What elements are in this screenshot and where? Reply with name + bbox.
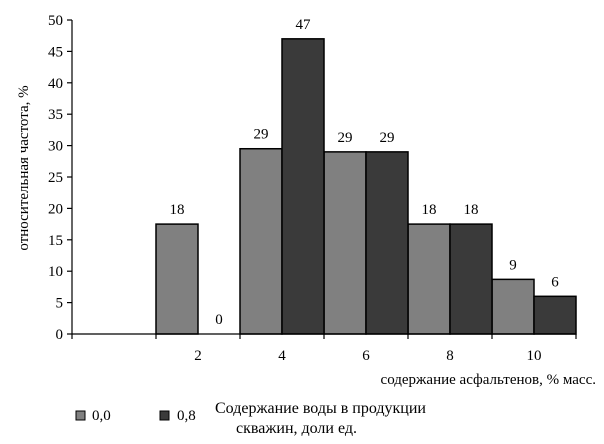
y-tick-labels: 0 5 10 15 20 25 30 35 40 45 50: [48, 13, 63, 343]
x-tick-labels: 2 4 6 8 10: [194, 348, 541, 364]
legend-swatch-series-1: [75, 410, 86, 421]
y-tick-label: 35: [48, 107, 63, 123]
axes-layer: [67, 19, 577, 339]
y-tick-label: 5: [56, 296, 64, 312]
data-label-series-1-cat-2: 29: [254, 127, 269, 143]
x-tick-label: 4: [278, 348, 286, 364]
bar-series-2-cat-4: [449, 223, 493, 335]
y-tick-label: 10: [48, 264, 63, 280]
y-tick-label: 30: [48, 139, 63, 155]
x-tick-label: 6: [362, 348, 370, 364]
x-tick-label: 2: [194, 348, 202, 364]
data-label-series-2-cat-2: 47: [296, 17, 312, 33]
data-label-series-2-cat-3: 29: [380, 130, 395, 146]
x-tick-label: 10: [527, 348, 542, 364]
data-label-series-1-cat-5: 9: [509, 257, 517, 273]
bar-series-2-cat-2: [281, 38, 325, 335]
bar-series-1-cat-1: [155, 223, 199, 335]
y-tick-label: 45: [48, 44, 63, 60]
data-label-series-1-cat-3: 29: [338, 130, 353, 146]
bars-layer: [155, 38, 577, 335]
legend-title-line-1: Содержание воды в продукции: [215, 400, 426, 417]
y-tick-label: 20: [48, 201, 63, 217]
legend-swatch-series-2: [159, 410, 170, 421]
y-tick-label: 25: [48, 170, 63, 186]
bar-series-1-cat-3: [323, 151, 367, 335]
x-axis-label: содержание асфальтенов, % масс.: [381, 372, 596, 388]
legend-label-series-2: 0,8: [177, 408, 196, 424]
y-axis-label: относительная частота, %: [16, 85, 32, 250]
bar-series-1-cat-5: [491, 278, 535, 335]
bar-labels-layer: 18 29 29 18 9 0 47 29 18 6: [170, 17, 560, 328]
y-tick-label: 50: [48, 13, 63, 29]
legend: 0,0 0,8 Содержание воды в продукции сква…: [75, 400, 426, 437]
legend-title-line-2: скважин, доли ед.: [236, 420, 357, 437]
data-label-series-2-cat-1: 0: [215, 312, 223, 328]
data-label-series-1-cat-4: 18: [422, 202, 437, 218]
data-label-series-2-cat-5: 6: [551, 274, 559, 290]
bar-series-1-cat-4: [407, 223, 451, 335]
legend-label-series-1: 0,0: [92, 408, 111, 424]
bar-series-2-cat-5: [533, 295, 577, 335]
bar-series-2-cat-3: [365, 151, 409, 335]
y-tick-label: 40: [48, 76, 63, 92]
data-label-series-1-cat-1: 18: [170, 202, 185, 218]
data-label-series-2-cat-4: 18: [464, 202, 479, 218]
bar-series-1-cat-2: [239, 147, 283, 335]
y-tick-label: 0: [56, 327, 64, 343]
x-tick-label: 8: [446, 348, 454, 364]
y-tick-label: 15: [48, 233, 63, 249]
